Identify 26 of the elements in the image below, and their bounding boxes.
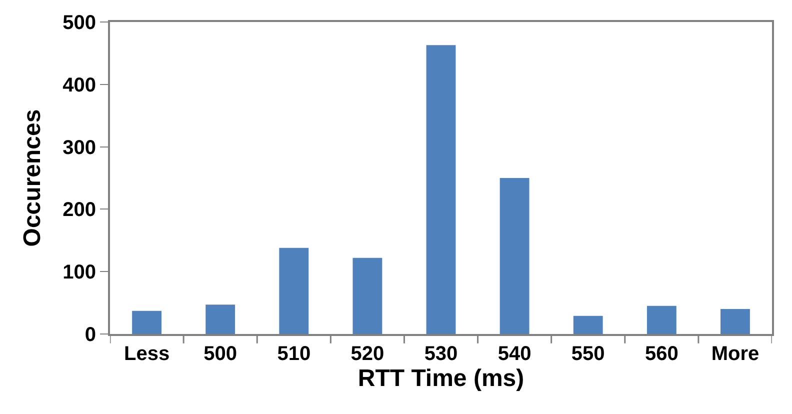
x-tick-label: More	[711, 343, 760, 365]
y-axis-title: Occurences	[19, 109, 46, 247]
bar	[573, 316, 603, 334]
x-tick-label: 560	[644, 343, 678, 365]
bar	[206, 304, 236, 334]
y-tick-label: 200	[62, 199, 96, 222]
x-tick-label: 520	[350, 343, 384, 365]
bar	[646, 306, 676, 334]
y-tick-label: 300	[62, 136, 96, 159]
bar	[426, 45, 456, 334]
x-tick-label: 540	[498, 343, 532, 365]
bar	[352, 258, 382, 334]
bar	[279, 248, 309, 334]
bar	[720, 309, 750, 334]
y-tick-label: 400	[62, 74, 96, 96]
bar	[500, 178, 530, 334]
x-tick-label: 530	[424, 343, 458, 365]
x-tick-label: 510	[277, 343, 311, 365]
y-tick-label: 500	[62, 12, 96, 34]
y-tick-label: 0	[84, 324, 96, 346]
x-tick-label: 500	[204, 343, 238, 365]
bar	[132, 310, 162, 334]
x-tick-label: Less	[124, 343, 170, 365]
x-axis-title: RTT Time (ms)	[358, 365, 524, 392]
x-tick-label: 550	[571, 343, 605, 365]
y-tick-label: 100	[62, 262, 96, 284]
